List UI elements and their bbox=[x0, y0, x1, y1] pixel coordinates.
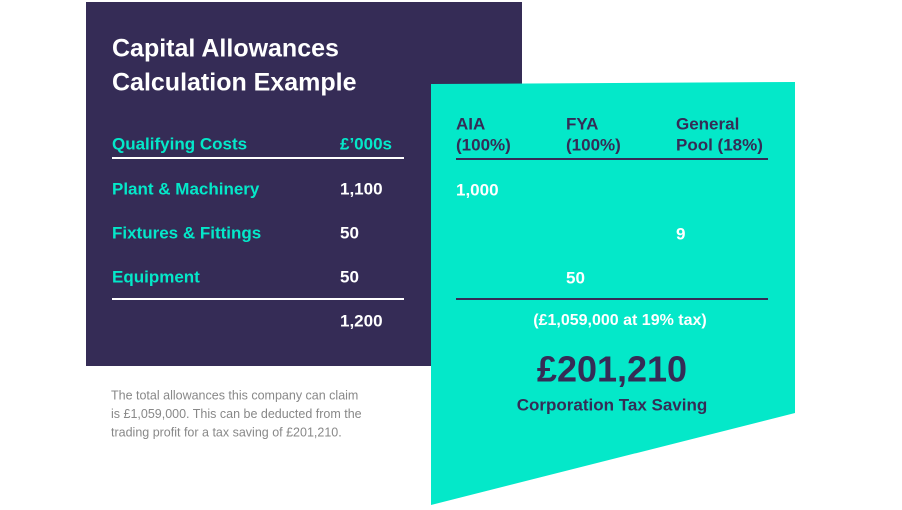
saving-amount: £201,210 bbox=[537, 349, 687, 390]
allowance-value: 50 bbox=[566, 268, 585, 287]
tax-note: (£1,059,000 at 19% tax) bbox=[533, 312, 706, 329]
footnote: is £1,059,000. This can be deducted from… bbox=[111, 407, 362, 421]
column-header: Qualifying Costs bbox=[112, 134, 247, 153]
title: Calculation Example bbox=[112, 69, 357, 97]
allowance-value: 9 bbox=[676, 224, 685, 243]
cost-item: Plant & Machinery bbox=[112, 179, 260, 198]
footnote: trading profit for a tax saving of £201,… bbox=[111, 425, 342, 439]
column-header: (100%) bbox=[566, 135, 621, 154]
column-header: £’000s bbox=[340, 134, 392, 153]
cost-value: 50 bbox=[340, 223, 359, 242]
allowance-value: 1,000 bbox=[456, 180, 499, 199]
column-header: (100%) bbox=[456, 135, 511, 154]
cost-total: 1,200 bbox=[340, 311, 383, 330]
cost-value: 50 bbox=[340, 267, 359, 286]
cost-value: 1,100 bbox=[340, 179, 383, 198]
allowances-panel bbox=[431, 82, 795, 505]
column-header: FYA bbox=[566, 114, 598, 133]
cost-item: Fixtures & Fittings bbox=[112, 223, 261, 242]
cost-item: Equipment bbox=[112, 267, 200, 286]
footnote: The total allowances this company can cl… bbox=[111, 388, 358, 402]
saving-label: Corporation Tax Saving bbox=[517, 395, 708, 414]
column-header: General bbox=[676, 114, 739, 133]
column-header: Pool (18%) bbox=[676, 135, 763, 154]
column-header: AIA bbox=[456, 114, 485, 133]
title: Capital Allowances bbox=[112, 35, 339, 63]
